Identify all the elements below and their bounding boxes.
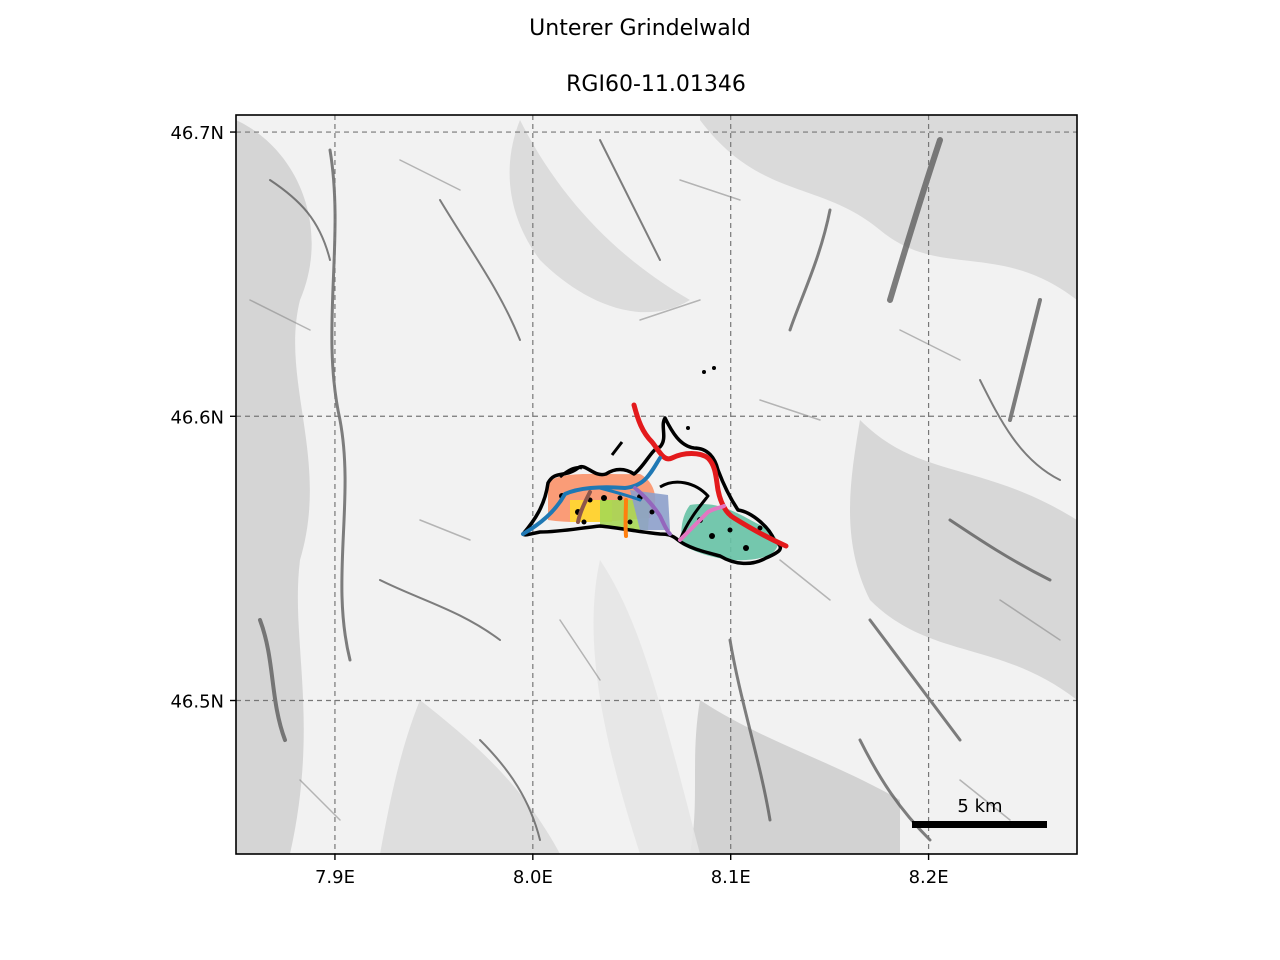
map-subtitle: RGI60-11.01346 <box>566 72 746 97</box>
map-title: Unterer Grindelwald <box>529 16 751 41</box>
hillshade-background <box>236 115 1077 854</box>
x-tick-label: 7.9E <box>315 867 355 888</box>
x-tick-label: 8.1E <box>711 867 751 888</box>
y-tick-label: 46.6N <box>170 407 224 428</box>
glacier-outline <box>521 416 783 566</box>
y-tick-label: 46.7N <box>170 123 224 144</box>
scale-bar: 5 km <box>912 796 1047 828</box>
x-tick-label: 8.2E <box>909 867 949 888</box>
map-frame <box>235 114 1078 855</box>
scale-bar-label: 5 km <box>957 796 1002 817</box>
map-gridlines <box>236 115 1077 854</box>
scale-bar-line <box>912 821 1047 828</box>
x-tick-label: 8.0E <box>513 867 553 888</box>
glacier-flowlines <box>521 402 789 549</box>
y-tick-label: 46.5N <box>170 692 224 713</box>
map-axis-ticks: 7.9E 8.0E 8.1E 8.2E 46.7N 46.6N 46.5N <box>170 123 948 888</box>
